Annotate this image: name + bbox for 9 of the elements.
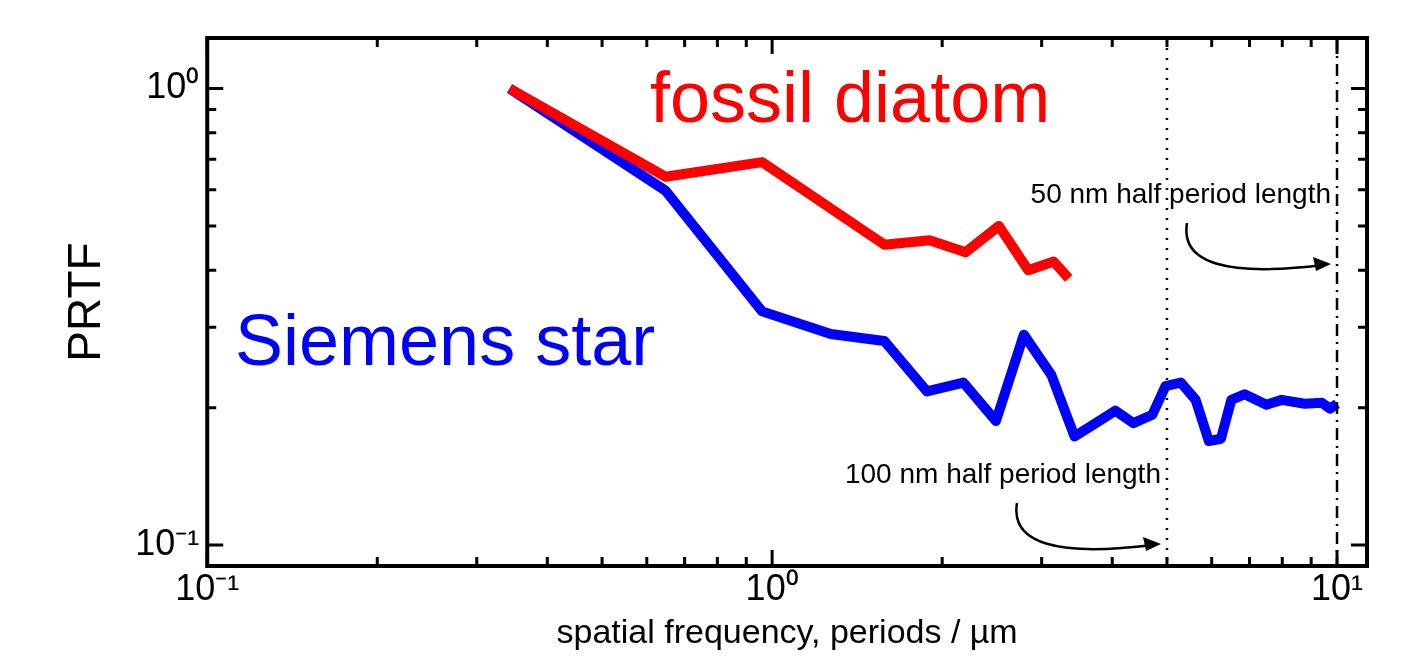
annotation: 100 nm half period length [844,458,1161,490]
x-tick-label: 10⁻¹ [175,566,240,608]
y-axis-title: PRTF [58,242,111,362]
x-axis-title: spatial frequency, periods / µm [556,611,1018,650]
annotation: 50 nm half period length [1030,178,1332,210]
series-label: fossil diatom [650,57,1051,137]
x-tick-label: 10⁰ [745,566,799,608]
x-tick-label: 10¹ [1311,566,1364,608]
series-label: Siemens star [235,300,656,380]
